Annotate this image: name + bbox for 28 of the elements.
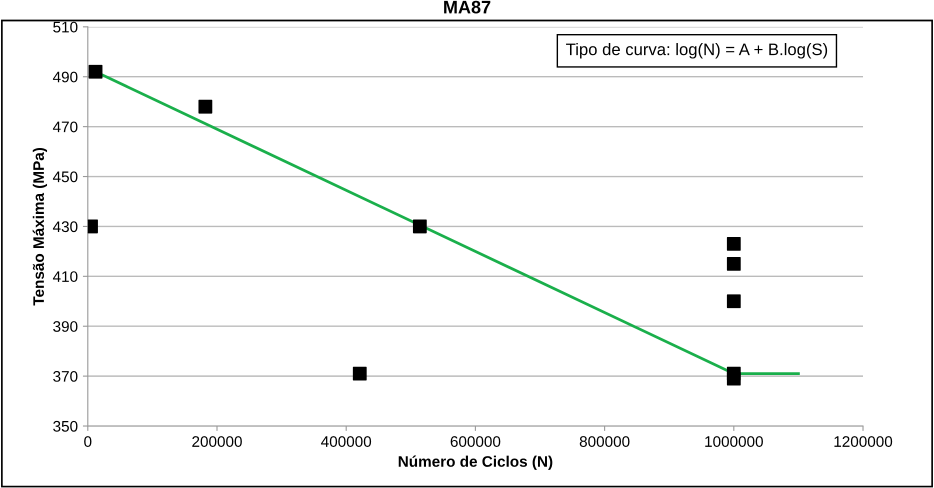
x-tick-label: 400000 bbox=[321, 436, 372, 447]
annotation: Tipo de curva: log(N) = A + B.log(S) bbox=[566, 43, 828, 59]
x-tick-label: 200000 bbox=[192, 436, 242, 447]
point bbox=[412, 220, 427, 234]
y-axis-title: Tensão Máxima (MPa) bbox=[32, 148, 48, 306]
point bbox=[198, 100, 212, 114]
x-tick-label: 0 bbox=[84, 436, 92, 447]
point bbox=[88, 64, 102, 79]
y-tick-label: 390 bbox=[53, 321, 78, 332]
y-tick-label: 350 bbox=[53, 420, 78, 432]
x-tick-label: 800000 bbox=[580, 436, 630, 447]
x-tick-label: 600000 bbox=[450, 436, 500, 447]
x-tick-label: 1200000 bbox=[834, 436, 892, 447]
point bbox=[726, 372, 741, 386]
x-tick-label: 1000000 bbox=[705, 436, 763, 447]
y-tick-label: 370 bbox=[53, 370, 78, 382]
x-axis-title: Número de Ciclos (N) bbox=[398, 456, 552, 470]
y-tick-label: 430 bbox=[52, 221, 78, 232]
y-tick-label: 410 bbox=[52, 271, 78, 282]
y-tick-label: 490 bbox=[52, 72, 78, 82]
point bbox=[726, 294, 741, 308]
point bbox=[726, 236, 741, 251]
y-tick-label: 470 bbox=[52, 122, 78, 132]
chart-title: MA87 bbox=[444, 0, 490, 14]
y-tick-label: 510 bbox=[53, 22, 78, 33]
point bbox=[726, 256, 741, 271]
point bbox=[352, 366, 367, 381]
y-tick-label: 450 bbox=[52, 171, 78, 182]
